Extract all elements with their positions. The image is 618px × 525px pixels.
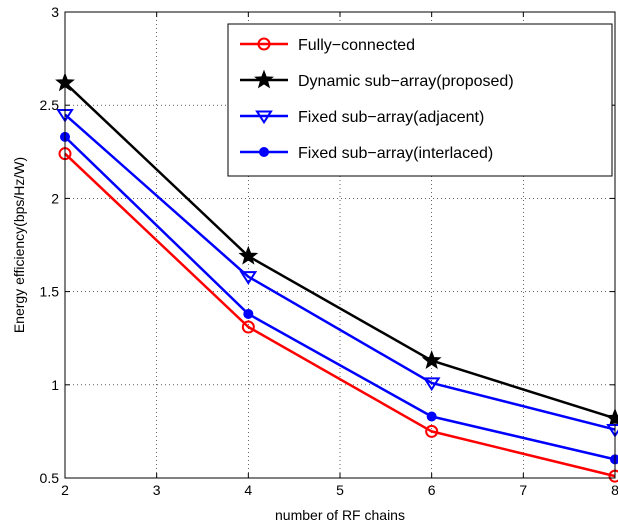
x-tick-label: 7 [519,482,527,498]
y-tick-label: 1 [51,377,59,393]
x-tick-label: 5 [336,482,344,498]
y-tick-label: 2 [51,190,59,206]
legend-swatch-marker [257,37,271,51]
data-point [421,350,442,369]
y-axis-label: Energy efficiency(bps/Hz/W) [11,157,27,333]
data-point [425,424,439,438]
data-point [238,245,259,265]
legend-label: Fixed sub−array(interlaced) [298,145,493,162]
y-tick-label: 3 [51,4,59,20]
legend-swatch-marker [255,110,273,125]
x-tick-label: 4 [244,482,252,498]
series-line [64,135,616,461]
series-line [64,81,616,420]
y-tick-label: 1.5 [40,284,60,300]
legend-swatch-marker [254,69,274,89]
series-line [64,113,616,431]
data-point [239,271,258,285]
x-tick-label: 2 [61,482,69,498]
y-tick-label: 2.5 [40,97,60,113]
x-axis-label: number of RF chains [275,507,405,523]
x-tick-label: 6 [428,482,436,498]
x-tick-label: 3 [153,482,161,498]
data-point [243,308,254,319]
grid-lines [65,12,615,478]
legend-label: Fixed sub−array(adjacent) [298,109,484,126]
data-point [422,377,441,392]
x-tick-label: 8 [611,482,618,498]
legend-box [227,23,613,177]
legend-label: Fully−connected [298,37,415,54]
y-tick-label: 0.5 [40,470,60,486]
legend-swatch-marker [259,147,269,157]
series-line [64,152,616,478]
data-point [426,411,437,422]
axis-ticks: 2 3 4 5 6 7 8 0.5 1 1.5 2 2.5 3 [40,4,618,498]
data-point [610,454,618,465]
legend-label: Dynamic sub−array(proposed) [298,73,514,90]
data-point [241,320,255,334]
legend: Fully−connected Dynamic sub−array(propose… [227,23,613,177]
